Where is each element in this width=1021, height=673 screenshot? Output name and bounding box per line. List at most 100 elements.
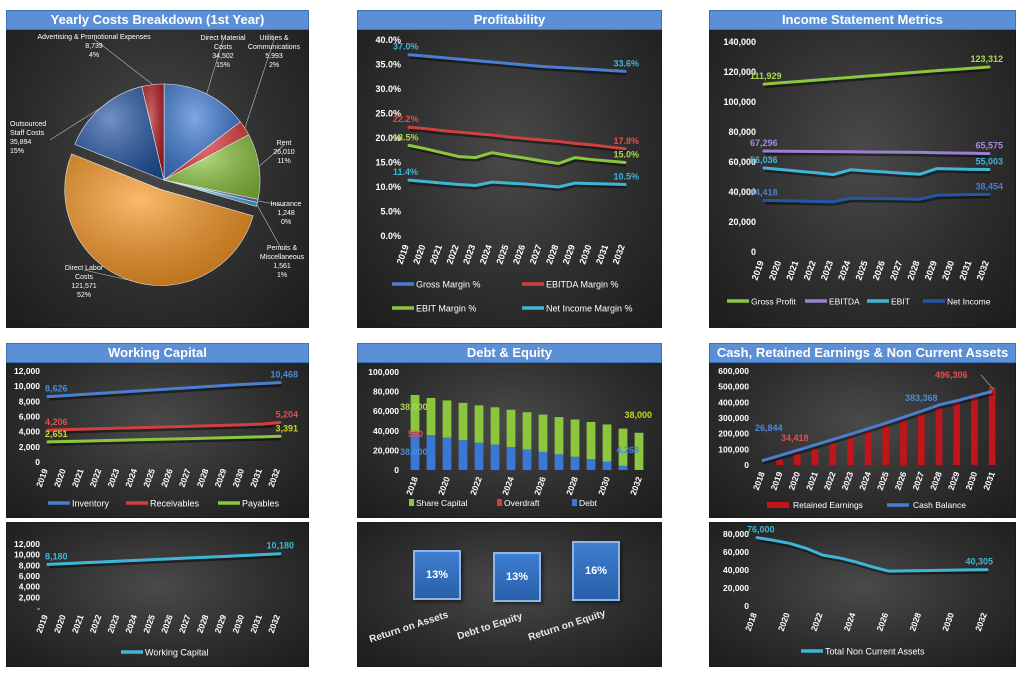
bar-share-capital xyxy=(570,419,580,457)
pie-label: Permits & xyxy=(267,245,298,252)
x-tick-label: 2024 xyxy=(500,475,516,496)
x-tick-label: 2022 xyxy=(444,243,460,265)
y-tick-label: 100,000 xyxy=(718,444,749,454)
legend-label: Gross Margin % xyxy=(416,280,481,290)
series-first-label: 111,929 xyxy=(750,71,782,81)
series-line xyxy=(762,65,991,86)
x-tick-label: 2030 xyxy=(230,467,246,488)
y-tick-label: 4,000 xyxy=(19,582,41,592)
series-line-shadow xyxy=(764,167,991,179)
debt-title: Debt & Equity xyxy=(357,343,662,363)
legend-swatch xyxy=(497,499,502,506)
bar-debt xyxy=(506,446,516,470)
pie-label: 121,571 xyxy=(71,283,96,290)
series-first-label: 34,418 xyxy=(750,187,778,197)
y-tick-label: 0 xyxy=(394,465,399,475)
series-last-label: 123,312 xyxy=(970,54,1003,64)
x-tick-label: 2025 xyxy=(141,467,157,488)
series-last-label: 40,305 xyxy=(965,557,993,567)
series-line xyxy=(46,552,282,566)
series-first-label: 22.2% xyxy=(393,114,419,124)
pie-label: Direct Labor xyxy=(65,265,104,272)
pie-label: Insurance xyxy=(271,201,302,208)
series-line xyxy=(407,143,627,165)
pie-leader-line xyxy=(83,269,130,281)
x-tick-label: 2020 xyxy=(767,259,783,281)
y-tick-label: 15.0% xyxy=(375,158,401,168)
profitability-title: Profitability xyxy=(357,10,662,30)
bar-retained-earnings xyxy=(793,454,801,465)
x-tick-label: 2020 xyxy=(786,470,802,491)
nca-chart: 0 20,000 40,000 60,000 80,000 2018 2020 2022 202… xyxy=(723,525,993,657)
bar-share-capital xyxy=(586,421,596,460)
bar-label: 496,306 xyxy=(935,370,968,380)
leader-line xyxy=(980,374,994,390)
series-last-label: 65,575 xyxy=(975,141,1003,151)
legend-swatch xyxy=(767,502,789,508)
x-tick-label: 2032 xyxy=(975,259,991,281)
bar-retained-earnings xyxy=(882,426,890,465)
bar-overdraft xyxy=(410,432,420,433)
series-last-label: 17.8% xyxy=(613,136,639,146)
x-tick-label: 2026 xyxy=(874,611,890,632)
series-last-label: 10.5% xyxy=(613,172,639,182)
series-line-shadow xyxy=(764,67,991,89)
x-tick-label: 2022 xyxy=(468,475,484,496)
x-tick-label: 2032 xyxy=(266,467,282,488)
pie-chart: Direct Material Costs 34,502 15% Utilities &… xyxy=(10,34,305,299)
series-first-label: 37.0% xyxy=(393,42,419,52)
legend-label: EBIT Margin % xyxy=(416,304,476,314)
x-tick-label: 2029 xyxy=(923,259,939,281)
legend-label: Working Capital xyxy=(145,648,208,658)
bar-debt xyxy=(586,459,596,470)
y-tick-label: 30.0% xyxy=(375,84,401,94)
pie-leader-line xyxy=(93,38,154,85)
y-tick-label: 8,000 xyxy=(19,560,41,570)
x-tick-label: 2024 xyxy=(123,613,139,634)
pie-slice-shade xyxy=(64,153,254,286)
y-tick-label: 80,000 xyxy=(728,127,756,137)
bar-share-capital xyxy=(474,405,484,443)
x-tick-label: 2029 xyxy=(212,467,228,488)
legend-label: EBIT xyxy=(891,297,910,307)
x-tick-label: 2018 xyxy=(743,611,759,632)
x-tick-label: 2032 xyxy=(611,243,627,265)
x-tick-label: 2020 xyxy=(52,613,68,634)
y-tick-label: 35.0% xyxy=(375,60,401,70)
series-last-label: 38,454 xyxy=(975,181,1003,191)
x-tick-label: 2025 xyxy=(141,613,157,634)
series-first-label: 67,296 xyxy=(750,138,778,148)
x-tick-label: 2023 xyxy=(105,613,121,634)
bar-debt xyxy=(410,432,420,470)
x-tick-label: 2031 xyxy=(981,470,997,491)
kpi-value-dte: 13% xyxy=(505,571,529,583)
y-tick-label: - xyxy=(37,603,40,613)
bar-retained-earnings xyxy=(917,414,925,465)
pie-slice-shade xyxy=(164,121,249,180)
x-tick-label: 2028 xyxy=(905,259,921,281)
pie-slice-shade xyxy=(164,84,241,180)
x-tick-label: 2032 xyxy=(628,475,644,496)
y-tick-label: 0.0% xyxy=(380,231,401,241)
series-line-shadow xyxy=(409,180,627,192)
bar-label: 383,368 xyxy=(905,393,938,403)
legend-label: Retained Earnings xyxy=(793,500,863,510)
series-line-shadow xyxy=(762,391,994,465)
bar-debt xyxy=(426,435,436,470)
y-tick-label: 120,000 xyxy=(723,67,756,77)
legend-label: Share Capital xyxy=(416,498,468,508)
bar-debt xyxy=(522,449,532,470)
pie-label: 26,010 xyxy=(273,149,295,156)
x-tick-label: 2019 xyxy=(34,467,50,488)
x-tick-label: 2026 xyxy=(159,613,175,634)
x-tick-label: 2028 xyxy=(544,243,560,265)
bar-share-capital xyxy=(410,394,420,433)
bar-debt xyxy=(570,456,580,470)
pie-slice-shade xyxy=(164,134,260,200)
y-tick-label: 8,000 xyxy=(19,396,41,406)
series-last-label: 10,180 xyxy=(266,541,294,551)
y-tick-label: 5.0% xyxy=(380,207,401,217)
bar-retained-earnings xyxy=(988,387,996,465)
pie-slice-shade xyxy=(74,86,164,180)
